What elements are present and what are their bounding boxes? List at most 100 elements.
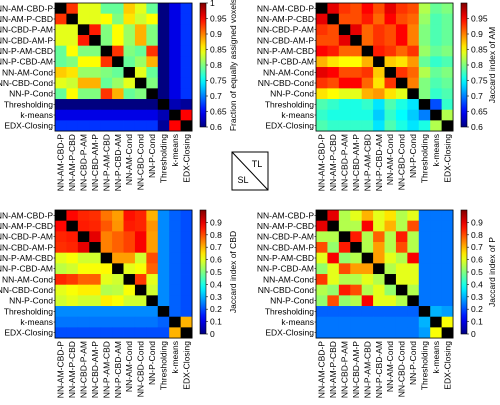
row-label: NN-AM-P-CBD bbox=[257, 221, 314, 231]
heatmap-cell bbox=[169, 242, 182, 254]
heatmap-cell bbox=[169, 316, 182, 328]
heatmap-cell bbox=[55, 35, 67, 47]
heatmap-cell bbox=[430, 252, 443, 264]
heatmap-cell bbox=[418, 56, 431, 68]
heatmap-cell bbox=[77, 284, 90, 296]
heatmap-cell bbox=[89, 67, 102, 79]
heatmap-cell bbox=[373, 210, 385, 222]
column-label: NN-P-Cond bbox=[408, 341, 418, 385]
heatmap-cell bbox=[361, 252, 374, 264]
column-label: NN-CBD-P-AM bbox=[340, 341, 350, 398]
heatmap-cell bbox=[169, 88, 182, 100]
heatmap-cell bbox=[418, 231, 431, 243]
heatmap-cell bbox=[77, 120, 90, 132]
heatmap-cell bbox=[55, 252, 67, 264]
heatmap-cell bbox=[418, 274, 431, 286]
heatmap-cell bbox=[338, 13, 351, 25]
row-label: k-means bbox=[281, 110, 314, 120]
heatmap-cell bbox=[134, 252, 147, 264]
heatmap-cell bbox=[146, 242, 159, 254]
row-label: NN-P-AM-CBD bbox=[257, 46, 314, 56]
heatmap-cell bbox=[327, 120, 340, 132]
row-label: NN-CBD-Cond bbox=[0, 285, 53, 295]
heatmap-cell bbox=[407, 77, 420, 89]
heatmap-cell bbox=[112, 284, 124, 296]
colorbar-tick-label: 0.5 bbox=[471, 267, 483, 277]
heatmap-cell bbox=[361, 242, 374, 254]
heatmap-cell bbox=[157, 295, 170, 307]
heatmap-cell bbox=[146, 56, 159, 68]
heatmap-cell bbox=[112, 99, 124, 111]
heatmap-cell bbox=[327, 242, 340, 254]
heatmap-cell bbox=[350, 316, 363, 328]
heatmap-cell bbox=[418, 109, 431, 121]
heatmap-cell bbox=[327, 3, 340, 15]
heatmap-cell bbox=[395, 99, 408, 111]
row-label: EDX-Closing bbox=[265, 328, 314, 338]
heatmap-cell bbox=[350, 210, 363, 222]
heatmap-cell bbox=[157, 120, 170, 132]
heatmap-cell bbox=[66, 99, 79, 111]
heatmap-cell bbox=[441, 327, 454, 339]
heatmap-cell bbox=[55, 327, 67, 339]
heatmap-cell bbox=[327, 109, 340, 121]
heatmap-cell bbox=[55, 306, 67, 318]
column-label: NN-P-CBD-AM bbox=[113, 134, 123, 191]
heatmap-cell bbox=[55, 295, 67, 307]
heatmap-cell bbox=[373, 274, 385, 286]
heatmap-cell bbox=[338, 45, 351, 57]
column-label: NN-AM-Cond bbox=[385, 341, 395, 392]
row-label: k-means bbox=[281, 317, 314, 327]
heatmap-cell bbox=[180, 263, 193, 275]
heatmap-cell bbox=[338, 56, 351, 68]
heatmap-cell bbox=[338, 88, 351, 100]
heatmap-cell bbox=[316, 284, 328, 296]
triangle-key-bottom-label: SL bbox=[237, 175, 248, 185]
heatmap-cell bbox=[77, 220, 90, 232]
column-label: Thresholding bbox=[419, 341, 429, 390]
heatmap-cell bbox=[77, 327, 90, 339]
column-label: NN-P-AM-CBD bbox=[101, 341, 111, 398]
heatmap-cell bbox=[441, 274, 454, 286]
colorbar-tick-label: 0.2 bbox=[471, 304, 483, 314]
heatmap-cell bbox=[146, 210, 159, 222]
heatmap-cell bbox=[157, 210, 170, 222]
heatmap-cell bbox=[180, 327, 193, 339]
heatmap-cell bbox=[316, 252, 328, 264]
heatmap-cell bbox=[418, 35, 431, 47]
row-label: NN-CBD-AM-P bbox=[257, 35, 314, 45]
row-label: NN-CBD-AM-P bbox=[257, 242, 314, 252]
heatmap-cell bbox=[123, 306, 136, 318]
heatmap-cell bbox=[395, 316, 408, 328]
row-label: NN-CBD-P-AM bbox=[257, 232, 314, 242]
heatmap-cell bbox=[430, 316, 443, 328]
heatmap-cell bbox=[441, 295, 454, 307]
heatmap-cell bbox=[89, 3, 102, 15]
colorbar-tick-label: 0.9 bbox=[210, 29, 222, 39]
colorbar-tick-label: 0.95 bbox=[471, 14, 488, 24]
heatmap-cell bbox=[66, 35, 79, 47]
heatmap-cell bbox=[66, 242, 79, 254]
row-label: NN-P-CBD-AM bbox=[0, 57, 53, 67]
heatmap-cell bbox=[134, 35, 147, 47]
heatmap-cell bbox=[66, 231, 79, 243]
heatmap-cell bbox=[407, 210, 420, 222]
heatmap-cell bbox=[157, 231, 170, 243]
row-label: EDX-Closing bbox=[4, 328, 53, 338]
row-label: NN-P-Cond bbox=[9, 89, 53, 99]
heatmap-cell bbox=[66, 24, 79, 36]
heatmap-cell bbox=[134, 295, 147, 307]
heatmap-cell bbox=[66, 316, 79, 328]
heatmap-cell bbox=[384, 306, 397, 318]
heatmap-cell bbox=[418, 67, 431, 79]
heatmap-cell bbox=[373, 88, 385, 100]
column-label: k-means bbox=[170, 341, 180, 374]
heatmap-cell bbox=[157, 284, 170, 296]
heatmap-cell bbox=[112, 77, 124, 89]
heatmap-cell bbox=[441, 109, 454, 121]
heatmap-cell bbox=[112, 109, 124, 121]
heatmap-cell bbox=[395, 284, 408, 296]
heatmap-cell bbox=[338, 67, 351, 79]
heatmap-cell bbox=[134, 77, 147, 89]
colorbar-tick-label: 0.75 bbox=[210, 76, 227, 86]
